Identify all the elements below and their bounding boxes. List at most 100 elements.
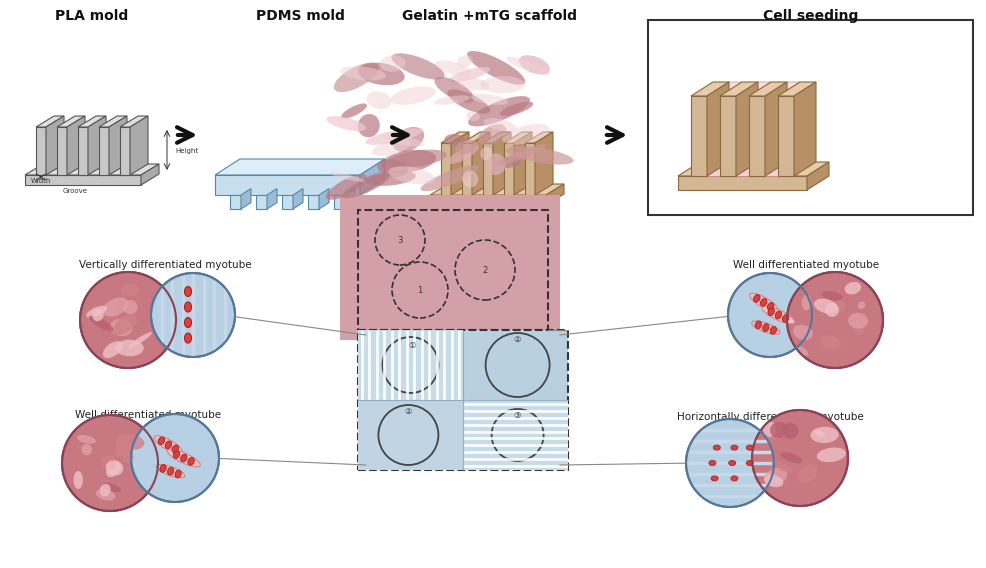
Polygon shape bbox=[707, 96, 720, 176]
Polygon shape bbox=[691, 82, 729, 96]
Ellipse shape bbox=[74, 471, 83, 489]
Ellipse shape bbox=[470, 94, 509, 105]
Polygon shape bbox=[472, 132, 490, 195]
Polygon shape bbox=[78, 116, 106, 127]
Polygon shape bbox=[678, 162, 829, 176]
Polygon shape bbox=[430, 195, 546, 205]
Polygon shape bbox=[441, 132, 469, 143]
Circle shape bbox=[728, 273, 812, 357]
Ellipse shape bbox=[813, 429, 824, 437]
Text: Horizontally differentiated myotube: Horizontally differentiated myotube bbox=[676, 412, 864, 422]
Ellipse shape bbox=[86, 306, 107, 318]
Polygon shape bbox=[430, 184, 564, 195]
Ellipse shape bbox=[358, 62, 404, 85]
Ellipse shape bbox=[798, 465, 817, 483]
Text: Well differentiated myotube: Well differentiated myotube bbox=[733, 260, 880, 270]
Ellipse shape bbox=[793, 325, 812, 340]
Ellipse shape bbox=[121, 284, 140, 296]
Ellipse shape bbox=[821, 335, 841, 351]
Ellipse shape bbox=[737, 108, 748, 123]
Ellipse shape bbox=[118, 301, 126, 310]
Ellipse shape bbox=[115, 340, 144, 356]
Ellipse shape bbox=[168, 467, 174, 475]
Ellipse shape bbox=[365, 128, 422, 145]
Polygon shape bbox=[334, 195, 345, 209]
Circle shape bbox=[752, 410, 848, 506]
Ellipse shape bbox=[467, 51, 526, 85]
Ellipse shape bbox=[770, 422, 788, 438]
Polygon shape bbox=[293, 189, 303, 209]
Ellipse shape bbox=[381, 133, 424, 147]
Ellipse shape bbox=[372, 140, 411, 156]
Ellipse shape bbox=[493, 157, 522, 168]
Ellipse shape bbox=[753, 295, 760, 302]
Ellipse shape bbox=[101, 455, 117, 470]
Ellipse shape bbox=[802, 295, 811, 311]
Ellipse shape bbox=[112, 314, 137, 335]
Ellipse shape bbox=[168, 449, 200, 467]
Bar bbox=[648, 20, 973, 215]
Polygon shape bbox=[241, 189, 251, 209]
Polygon shape bbox=[25, 175, 141, 185]
Ellipse shape bbox=[764, 467, 787, 486]
Polygon shape bbox=[120, 116, 148, 127]
Text: 3: 3 bbox=[397, 236, 402, 244]
Polygon shape bbox=[720, 96, 736, 176]
Circle shape bbox=[62, 415, 158, 511]
Ellipse shape bbox=[765, 153, 778, 168]
Ellipse shape bbox=[848, 313, 868, 329]
Ellipse shape bbox=[773, 461, 793, 473]
Ellipse shape bbox=[462, 171, 478, 187]
Ellipse shape bbox=[325, 174, 367, 200]
Polygon shape bbox=[678, 176, 807, 190]
Ellipse shape bbox=[810, 427, 839, 443]
Ellipse shape bbox=[502, 124, 550, 145]
Ellipse shape bbox=[500, 102, 533, 116]
Polygon shape bbox=[345, 189, 355, 209]
Ellipse shape bbox=[768, 308, 774, 315]
Ellipse shape bbox=[184, 318, 191, 328]
Polygon shape bbox=[462, 143, 472, 195]
Polygon shape bbox=[736, 82, 771, 96]
Polygon shape bbox=[282, 195, 293, 209]
Ellipse shape bbox=[115, 434, 144, 450]
Ellipse shape bbox=[853, 321, 864, 335]
Ellipse shape bbox=[755, 321, 761, 329]
Polygon shape bbox=[36, 116, 64, 127]
Ellipse shape bbox=[749, 293, 778, 311]
Ellipse shape bbox=[711, 476, 718, 481]
Bar bbox=[463, 400, 568, 470]
Ellipse shape bbox=[160, 465, 167, 473]
Text: 2: 2 bbox=[482, 265, 488, 274]
Ellipse shape bbox=[448, 89, 490, 114]
Ellipse shape bbox=[378, 159, 408, 177]
Polygon shape bbox=[340, 195, 560, 340]
Ellipse shape bbox=[380, 55, 405, 72]
Ellipse shape bbox=[123, 300, 138, 314]
Ellipse shape bbox=[797, 346, 809, 356]
Polygon shape bbox=[749, 96, 765, 176]
Polygon shape bbox=[514, 132, 532, 195]
Ellipse shape bbox=[340, 66, 387, 81]
Ellipse shape bbox=[782, 423, 799, 439]
Text: ①: ① bbox=[409, 340, 416, 349]
Ellipse shape bbox=[781, 452, 803, 463]
Ellipse shape bbox=[498, 144, 546, 165]
Polygon shape bbox=[504, 132, 532, 143]
Polygon shape bbox=[736, 82, 758, 176]
Polygon shape bbox=[525, 143, 535, 195]
Ellipse shape bbox=[334, 62, 379, 92]
Polygon shape bbox=[794, 82, 816, 176]
Ellipse shape bbox=[762, 324, 769, 332]
Circle shape bbox=[787, 272, 883, 368]
Ellipse shape bbox=[188, 458, 194, 465]
Ellipse shape bbox=[155, 436, 182, 454]
Polygon shape bbox=[36, 127, 46, 175]
Polygon shape bbox=[267, 189, 277, 209]
Ellipse shape bbox=[766, 427, 793, 441]
Circle shape bbox=[80, 272, 176, 368]
Polygon shape bbox=[707, 82, 729, 176]
Ellipse shape bbox=[103, 341, 122, 358]
Ellipse shape bbox=[329, 172, 365, 182]
Ellipse shape bbox=[106, 461, 120, 477]
